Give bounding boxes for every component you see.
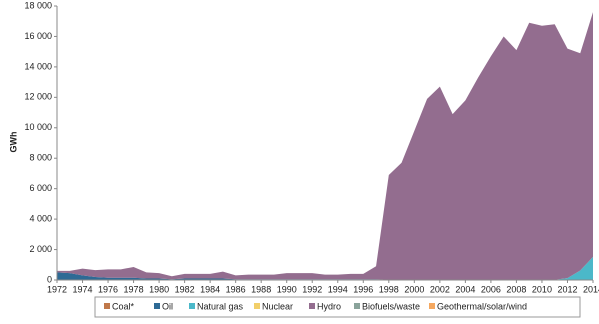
legend-swatch [254, 303, 260, 309]
x-tick-label: 2008 [506, 284, 526, 294]
x-tick-label: 2014 [583, 284, 599, 294]
legend-swatch [309, 303, 315, 309]
x-tick-label: 1984 [200, 284, 220, 294]
x-tick-label: 1976 [98, 284, 118, 294]
x-tick-label: 1972 [47, 284, 67, 294]
legend-label: Oil [162, 301, 173, 311]
x-tick-label: 2004 [455, 284, 475, 294]
y-tick-label: 6 000 [29, 183, 52, 193]
area [57, 12, 593, 280]
y-tick-label: 16 000 [24, 31, 52, 41]
y-tick-label: 14 000 [24, 61, 52, 71]
x-tick-label: 2006 [481, 284, 501, 294]
x-tick-label: 2002 [430, 284, 450, 294]
legend-label: Hydro [317, 301, 341, 311]
x-tick-label: 1982 [175, 284, 195, 294]
y-tick-label: 8 000 [29, 153, 52, 163]
x-tick-label: 1974 [73, 284, 93, 294]
y-tick-label: 4 000 [29, 213, 52, 223]
legend-label: Nuclear [262, 301, 293, 311]
x-tick-label: 2010 [532, 284, 552, 294]
x-tick-label: 1986 [226, 284, 246, 294]
legend-label: Natural gas [197, 301, 244, 311]
legend-label: Biofuels/waste [362, 301, 420, 311]
x-tick-label: 2000 [404, 284, 424, 294]
legend-swatch [154, 303, 160, 309]
y-tick-label: 10 000 [24, 122, 52, 132]
legend-label: Coal* [112, 301, 135, 311]
y-tick-label: 12 000 [24, 92, 52, 102]
x-tick-label: 1980 [149, 284, 169, 294]
x-tick-label: 2012 [557, 284, 577, 294]
y-tick-label: 2 000 [29, 244, 52, 254]
x-tick-label: 1998 [379, 284, 399, 294]
x-tick-label: 1992 [302, 284, 322, 294]
x-tick-label: 1994 [328, 284, 348, 294]
legend-swatch [429, 303, 435, 309]
legend-swatch [189, 303, 195, 309]
y-tick-label: 0 [47, 274, 52, 284]
x-tick-label: 1978 [124, 284, 144, 294]
x-tick-label: 1996 [353, 284, 373, 294]
legend-box [94, 296, 581, 318]
legend-label: Geothermal/solar/wind [437, 301, 527, 311]
legend-swatch [104, 303, 110, 309]
legend-swatch [354, 303, 360, 309]
y-axis-label: GWh [8, 132, 18, 153]
x-tick-label: 1988 [251, 284, 271, 294]
area [57, 272, 593, 280]
y-tick-label: 18 000 [24, 0, 52, 10]
x-tick-label: 1990 [277, 284, 297, 294]
